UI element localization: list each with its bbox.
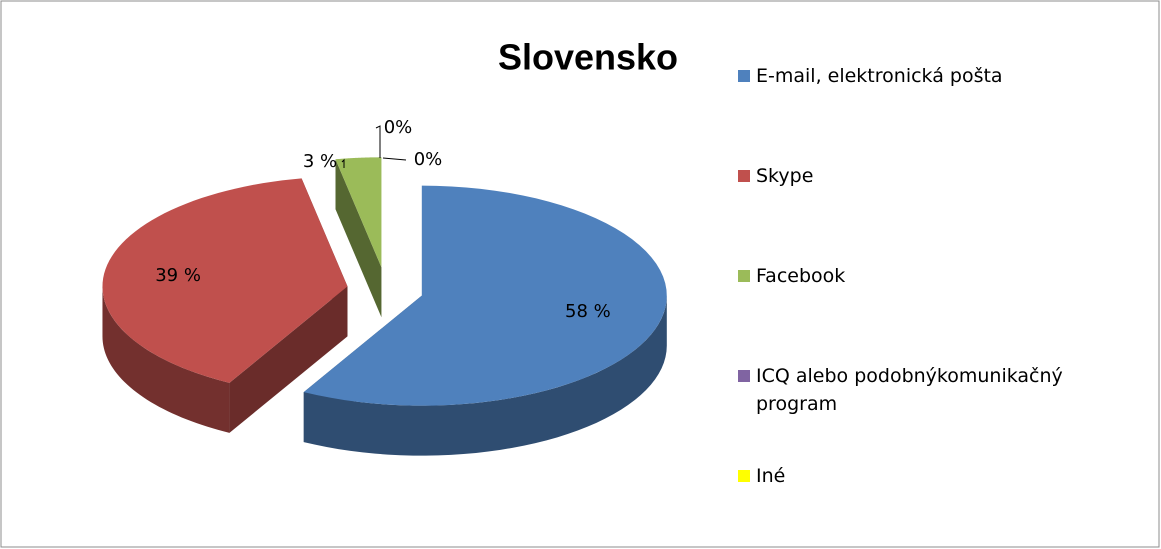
legend-label: Iné: [756, 465, 786, 487]
legend-label: Facebook: [756, 265, 846, 287]
slice-top: [335, 157, 382, 268]
data-label: 0%: [384, 117, 413, 138]
pie-slice: [102, 178, 348, 433]
leader-line: [375, 125, 381, 158]
slice-top: [303, 185, 667, 406]
legend-swatch: [738, 170, 750, 182]
slice-side: [335, 159, 382, 318]
legend-label: E-mail, elektronická pošta: [756, 65, 1003, 87]
leader-line: [382, 157, 407, 161]
pie-slice: [335, 157, 382, 318]
data-label: 0%: [414, 149, 443, 170]
legend-swatch: [738, 370, 750, 382]
slice-wall: [303, 295, 667, 456]
chart-title: Slovensko: [498, 37, 678, 78]
legend-swatch: [738, 70, 750, 82]
legend-swatch: [738, 470, 750, 482]
slice-top: [102, 178, 348, 383]
data-label: 58 %: [565, 301, 611, 322]
data-label: 3 %: [303, 151, 337, 172]
legend-label: Skype: [756, 165, 814, 187]
slice-side: [229, 286, 348, 433]
pie-slice: [303, 185, 667, 456]
legend-swatch: [738, 270, 750, 282]
slice-wall: [102, 286, 230, 433]
leader-line: [341, 158, 345, 168]
data-label: 39 %: [155, 265, 201, 286]
legend-label: ICQ alebo podobnýkomunikačný program: [756, 365, 1063, 415]
